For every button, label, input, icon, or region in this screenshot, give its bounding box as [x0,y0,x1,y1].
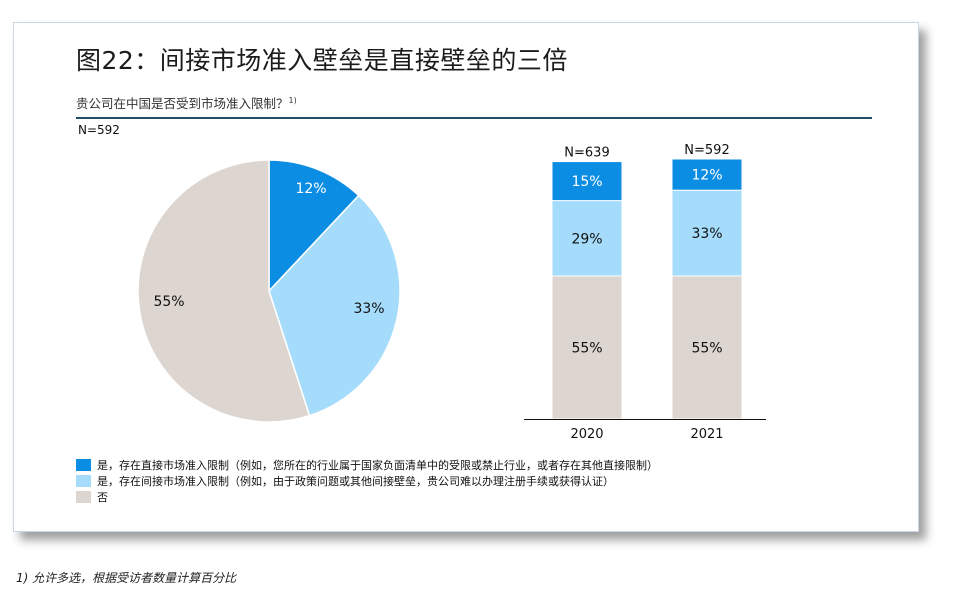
legend-item-no: 否 [76,489,658,505]
legend: 是，存在直接市场准入限制（例如，您所在的行业属于国家负面清单中的受限或禁止行业，… [76,457,658,505]
bar-2021-direct [671,158,743,191]
x-tick-2021: 2021 [690,427,723,442]
bar-2020-no [551,275,623,420]
bar-2020-direct [551,161,623,202]
legend-label-indirect: 是，存在间接市场准入限制（例如，由于政策问题或其他间接壁垒，贵公司难以办理注册手… [97,475,614,488]
legend-swatch-no [76,491,91,503]
footnote: 1) 允许多选，根据受访者数量计算百分比 [16,571,237,585]
chart-subtitle: 贵公司在中国是否受到市场准入限制？1) [76,93,297,112]
bar-label-2021-direct: 12% [691,168,722,184]
subtitle-text: 贵公司在中国是否受到市场准入限制？ [76,96,289,111]
chart-card: 图22：间接市场准入壁垒是直接壁垒的三倍 贵公司在中国是否受到市场准入限制？1)… [13,22,919,532]
legend-item-indirect: 是，存在间接市场准入限制（例如，由于政策问题或其他间接壁垒，贵公司难以办理注册手… [76,473,658,489]
pie-slice-no [137,159,311,423]
title-divider [76,117,872,119]
pie-chart: 12% 33% 55% [137,159,401,423]
pie-label-direct: 12% [295,181,326,197]
legend-item-direct: 是，存在直接市场准入限制（例如，您所在的行业属于国家负面清单中的受限或禁止行业，… [76,457,658,473]
bar-sample-size-2021: N=592 [684,143,729,158]
stacked-bar-chart: 55% 29% 15% N=639 2020 55% 33% 12% N=592 2021 [524,143,766,442]
bar-label-2020-direct: 15% [571,174,602,190]
legend-label-no: 否 [97,491,108,504]
subtitle-footnote-ref: 1) [288,95,297,105]
bar-2021-no [671,275,743,420]
legend-swatch-direct [76,459,91,471]
legend-label-direct: 是，存在直接市场准入限制（例如，您所在的行业属于国家负面清单中的受限或禁止行业，… [97,459,658,472]
pie-slice-indirect [268,194,401,417]
x-tick-2020: 2020 [570,427,603,442]
bar-label-2021-indirect: 33% [691,226,722,242]
pie-sample-size: N=592 [78,123,120,137]
legend-swatch-indirect [76,475,91,487]
page-title: 图22：间接市场准入壁垒是直接壁垒的三倍 [76,46,568,75]
bar-2021-indirect [671,189,743,277]
bar-label-2020-no: 55% [571,341,602,357]
bar-sample-size-2020: N=639 [564,146,609,161]
bar-label-2020-indirect: 29% [571,231,602,247]
pie-slice-direct [268,159,360,293]
charts-area: 12% 33% 55% 55% 29% 15% N=639 2020 55% 33% 12% N=5… [137,143,766,442]
pie-label-indirect: 33% [353,301,384,317]
bar-2020-indirect [551,200,623,277]
pie-label-no: 55% [153,294,184,310]
bar-label-2021-no: 55% [691,341,722,357]
